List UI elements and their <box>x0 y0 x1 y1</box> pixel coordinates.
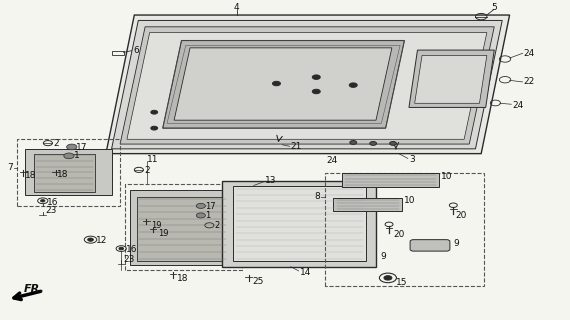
Text: 17: 17 <box>205 202 216 211</box>
Circle shape <box>384 276 392 280</box>
Text: 13: 13 <box>265 176 276 185</box>
Text: 25: 25 <box>253 277 264 286</box>
Text: 16: 16 <box>47 197 59 206</box>
Polygon shape <box>174 48 392 120</box>
Text: 24: 24 <box>524 49 535 58</box>
Polygon shape <box>163 41 404 128</box>
Text: 6: 6 <box>133 46 139 55</box>
Circle shape <box>119 247 124 250</box>
Polygon shape <box>120 27 494 144</box>
Polygon shape <box>127 33 487 139</box>
Circle shape <box>272 81 280 86</box>
Text: 24: 24 <box>512 101 524 110</box>
Circle shape <box>390 141 397 145</box>
Circle shape <box>151 126 158 130</box>
Circle shape <box>312 75 320 79</box>
Text: 18: 18 <box>57 171 68 180</box>
Text: 1: 1 <box>205 211 211 220</box>
Polygon shape <box>409 50 494 108</box>
Text: 1: 1 <box>74 151 79 160</box>
Text: 16: 16 <box>126 245 137 254</box>
Text: 18: 18 <box>25 172 36 180</box>
Text: 9: 9 <box>453 239 459 248</box>
Text: 23: 23 <box>124 255 135 264</box>
Text: 9: 9 <box>381 252 386 261</box>
Polygon shape <box>233 186 366 261</box>
Circle shape <box>67 144 77 150</box>
Text: 5: 5 <box>491 3 496 12</box>
Text: 7: 7 <box>7 164 13 172</box>
Polygon shape <box>131 190 235 265</box>
Circle shape <box>196 213 205 218</box>
Text: 2: 2 <box>144 166 149 175</box>
Circle shape <box>370 141 377 145</box>
Circle shape <box>151 110 158 114</box>
Circle shape <box>350 140 357 144</box>
Text: 24: 24 <box>326 156 337 165</box>
Text: 22: 22 <box>524 77 535 86</box>
FancyBboxPatch shape <box>410 240 450 251</box>
Bar <box>112 51 124 55</box>
Text: 15: 15 <box>396 277 408 286</box>
Text: 8: 8 <box>315 192 320 201</box>
Text: FR.: FR. <box>23 284 44 294</box>
Polygon shape <box>222 181 376 267</box>
Polygon shape <box>333 198 402 211</box>
Polygon shape <box>34 154 95 192</box>
Polygon shape <box>25 149 112 195</box>
Text: 12: 12 <box>96 236 108 245</box>
Circle shape <box>64 153 74 159</box>
Circle shape <box>196 203 205 208</box>
Text: 14: 14 <box>300 268 311 277</box>
FancyBboxPatch shape <box>330 253 365 263</box>
Text: 20: 20 <box>455 211 467 220</box>
Circle shape <box>40 199 45 202</box>
Text: 10: 10 <box>441 172 453 181</box>
Text: 2: 2 <box>214 221 219 230</box>
Text: 20: 20 <box>393 230 404 239</box>
Text: 11: 11 <box>148 155 159 164</box>
Circle shape <box>88 238 93 241</box>
Text: 18: 18 <box>177 274 189 283</box>
Polygon shape <box>414 55 487 103</box>
Text: 19: 19 <box>158 229 168 238</box>
Text: 19: 19 <box>151 221 161 230</box>
Text: 17: 17 <box>76 143 88 152</box>
Text: 4: 4 <box>234 3 239 12</box>
Text: 23: 23 <box>46 206 57 215</box>
Polygon shape <box>106 15 510 154</box>
Text: 2: 2 <box>53 139 59 148</box>
Circle shape <box>312 89 320 94</box>
Circle shape <box>349 83 357 87</box>
Text: 3: 3 <box>409 155 415 164</box>
Polygon shape <box>137 197 228 261</box>
Polygon shape <box>342 173 438 187</box>
Text: 10: 10 <box>404 196 416 205</box>
Polygon shape <box>112 20 502 149</box>
Text: 21: 21 <box>291 142 302 151</box>
